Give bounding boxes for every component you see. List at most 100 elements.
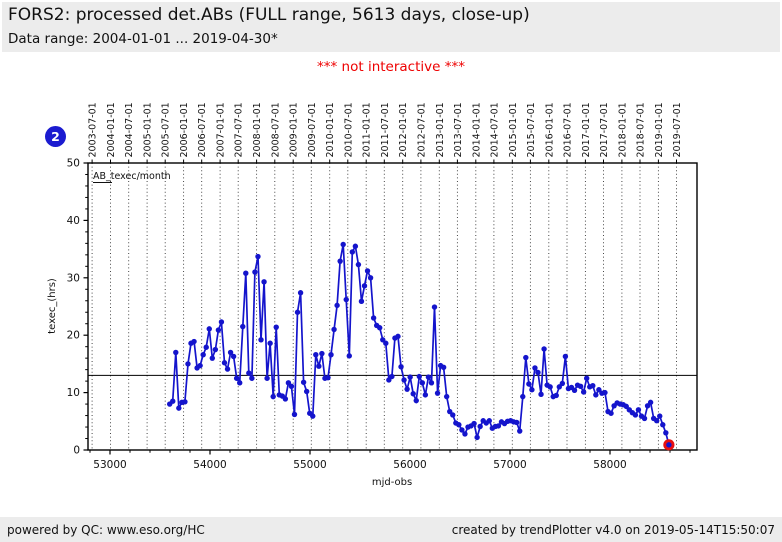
footer-created-by: created by trendPlotter v4.0 on 2019-05-…: [451, 522, 775, 537]
plot-number-badge: 2: [45, 126, 66, 147]
data-point: [562, 353, 569, 360]
data-point: [383, 340, 389, 346]
data-point: [237, 380, 243, 386]
data-point: [258, 337, 264, 343]
top-date-label: 2015-01-01: [508, 102, 519, 157]
x-tick-label: 58000: [593, 459, 626, 471]
top-date-label: 2006-07-01: [197, 102, 208, 157]
data-point: [526, 381, 532, 387]
y-tick-label: 20: [67, 330, 80, 342]
data-point: [657, 413, 663, 419]
data-point: [343, 296, 349, 303]
data-point: [495, 423, 502, 429]
top-date-label: 2016-01-01: [544, 102, 555, 157]
data-point: [173, 349, 179, 356]
data-point: [407, 374, 413, 380]
data-point: [224, 366, 231, 372]
chart-generated-layer: 2003-07-01 2004-01-01 2004-07-01 2005-01-01…: [67, 102, 698, 471]
data-point: [428, 380, 435, 386]
top-date-label: 2010-07-01: [343, 102, 354, 157]
top-date-label: 2005-01-01: [143, 102, 154, 157]
data-point: [340, 241, 346, 248]
top-date-label: 2011-07-01: [380, 102, 391, 157]
x-tick-label: 54000: [193, 459, 226, 471]
data-point: [462, 431, 468, 437]
data-point: [325, 374, 331, 381]
top-date-label: 2019-07-01: [672, 102, 683, 157]
top-date-label: 2004-01-01: [106, 102, 117, 157]
top-date-label: 2003-07-01: [88, 102, 99, 157]
data-point: [282, 396, 289, 402]
data-point: [434, 390, 441, 396]
top-date-label: 2016-07-01: [563, 102, 574, 157]
data-point: [230, 353, 237, 360]
top-date-label: 2009-01-01: [289, 102, 300, 157]
data-point: [477, 423, 483, 430]
data-point: [535, 369, 541, 376]
top-date-label: 2013-07-01: [453, 102, 464, 157]
data-point: [456, 422, 462, 428]
data-point: [593, 392, 599, 398]
y-tick-label: 50: [67, 158, 80, 170]
data-point: [367, 275, 374, 281]
y-tick-label: 10: [67, 387, 80, 399]
data-point: [264, 375, 270, 381]
data-point: [517, 428, 523, 434]
top-date-label: 2015-07-01: [526, 102, 537, 157]
top-date-label: 2007-07-01: [234, 102, 245, 157]
data-point: [300, 379, 307, 385]
data-point: [185, 361, 191, 367]
data-point: [328, 352, 334, 358]
data-point: [571, 387, 578, 394]
data-point: [294, 309, 301, 315]
top-date-label: 2017-07-01: [599, 102, 610, 157]
data-point: [541, 346, 547, 352]
page-title: FORS2: processed det.ABs (FULL range, 56…: [8, 5, 530, 25]
data-point: [261, 279, 267, 285]
title-bar: FORS2: processed det.ABs (FULL range, 56…: [2, 2, 780, 52]
data-point: [209, 355, 216, 361]
x-tick-label: 57000: [493, 459, 526, 471]
data-point: [413, 397, 419, 404]
data-point: [654, 418, 660, 424]
top-date-label: 2004-07-01: [124, 102, 135, 157]
data-point: [215, 327, 222, 333]
data-point: [221, 360, 228, 366]
data-point: [212, 346, 219, 353]
data-point: [532, 365, 538, 371]
data-point: [206, 326, 212, 332]
data-point: [203, 344, 209, 350]
data-point: [370, 315, 377, 321]
top-date-label: 2006-01-01: [179, 102, 190, 157]
data-point: [608, 410, 614, 416]
data-point: [632, 412, 639, 418]
y-axis-label: texec_(hrs): [47, 278, 58, 334]
data-point: [197, 362, 203, 369]
data-point: [291, 411, 298, 418]
top-date-label: 2007-01-01: [216, 102, 227, 157]
data-point: [431, 304, 438, 310]
data-point: [471, 420, 477, 427]
x-tick-label: 55000: [293, 459, 326, 471]
data-point: [459, 427, 465, 433]
data-point: [580, 389, 587, 395]
top-date-label: 2019-01-01: [654, 102, 665, 157]
top-date-label: 2011-01-01: [362, 102, 373, 157]
data-point: [377, 325, 383, 331]
data-point: [233, 375, 240, 381]
data-point: [663, 430, 669, 436]
data-point: [191, 338, 197, 345]
top-date-label: 2013-01-01: [435, 102, 446, 157]
data-point: [404, 386, 410, 392]
data-point: [355, 261, 362, 268]
data-point: [200, 352, 206, 358]
data-point: [529, 387, 535, 393]
data-point: [523, 354, 529, 361]
data-point: [486, 418, 492, 424]
data-point: [641, 415, 648, 422]
data-point: [425, 374, 432, 380]
data-point: [364, 268, 371, 274]
data-point: [395, 333, 401, 340]
data-point: [352, 243, 359, 249]
